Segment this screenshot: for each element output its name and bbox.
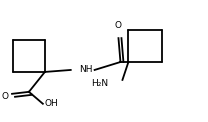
Text: H₂N: H₂N: [91, 79, 109, 88]
Text: O: O: [115, 21, 122, 30]
Text: NH: NH: [79, 65, 92, 74]
Text: OH: OH: [45, 99, 59, 108]
Text: O: O: [1, 92, 8, 101]
